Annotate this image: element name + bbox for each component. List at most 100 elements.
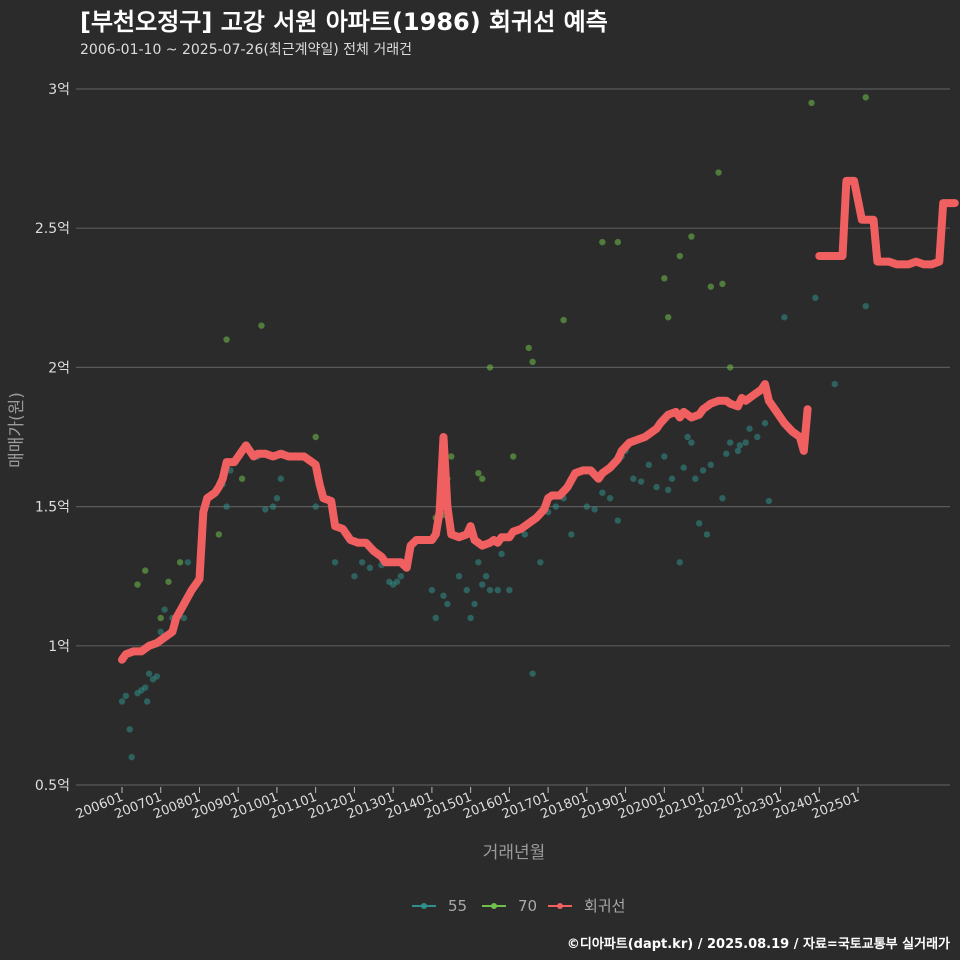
series-55-point <box>591 506 598 513</box>
series-70-point <box>312 433 319 441</box>
grid-lines <box>76 88 950 786</box>
legend-label: 회귀선 <box>584 897 625 915</box>
legend-swatch-dot <box>421 903 427 909</box>
series-55-point <box>128 753 135 761</box>
series-55-point <box>742 439 749 446</box>
series-55-point <box>432 614 439 622</box>
y-axis-label: 매매가(원) <box>7 392 27 468</box>
series-55-point <box>676 559 684 566</box>
series-55-point <box>862 302 869 310</box>
x-axis-ticks: 2006012007012008012009012010012011012012… <box>74 787 861 822</box>
y-axis-ticks: 0.5억 1억 1.5억 2억 2.5억 3억 <box>35 82 70 794</box>
series-70-point <box>664 314 672 321</box>
series-55-point <box>351 573 358 580</box>
series-55-point <box>506 586 513 594</box>
series-70-point <box>707 283 714 290</box>
series-55-point <box>184 559 192 566</box>
series-55-point <box>428 586 436 594</box>
series-55-point <box>331 559 339 566</box>
series-55-point <box>761 419 769 427</box>
series-70-point <box>525 344 532 352</box>
series-55-point <box>482 573 490 580</box>
series-55-point <box>157 628 164 636</box>
series-55-point <box>645 461 653 469</box>
y-tick-label: 2.5억 <box>35 221 70 237</box>
series-70-point <box>529 358 536 366</box>
series-55-point <box>529 670 536 677</box>
series-70-point <box>165 578 172 585</box>
series-55-point <box>262 506 269 513</box>
series-55-point <box>153 673 161 680</box>
series-55-point <box>680 464 687 471</box>
series-55-point <box>723 450 730 457</box>
series-55-point <box>765 497 773 505</box>
chart-title: [부천오정구] 고강 서원 아파트(1986) 회귀선 예측 <box>80 8 608 36</box>
series-70-point <box>661 275 668 282</box>
series-55-point <box>606 495 614 502</box>
series-55-point <box>661 453 668 460</box>
regression-line-segment-2 <box>815 176 959 269</box>
series-55-point <box>273 495 281 502</box>
series-55-point <box>653 483 660 491</box>
series-55-point <box>719 495 726 502</box>
series-55-point <box>142 684 149 691</box>
series-70-point <box>688 233 695 240</box>
series-70-point <box>215 531 223 538</box>
series-70-point <box>176 559 184 566</box>
regression-line-segment-1 <box>118 380 812 664</box>
series-70-point <box>510 453 517 460</box>
series-70-point <box>479 475 486 482</box>
series-55-point <box>479 581 486 588</box>
y-tick-label: 0.5억 <box>35 778 70 794</box>
series-55-point <box>366 564 374 572</box>
series-55-point <box>397 573 405 580</box>
series-55-point <box>668 475 676 482</box>
series-55-point <box>223 503 230 510</box>
series-55-point <box>475 559 482 566</box>
series-70-points <box>134 94 869 622</box>
series-70-point <box>448 453 455 460</box>
series-55-point <box>599 489 606 496</box>
series-55-point <box>358 559 366 566</box>
y-tick-label: 3억 <box>48 82 70 98</box>
legend-swatch-dot <box>491 903 497 909</box>
series-55-point <box>277 475 285 482</box>
series-70-point <box>599 238 606 246</box>
series-55-point <box>471 600 478 608</box>
series-55-point <box>118 698 126 705</box>
series-70-point <box>134 581 141 588</box>
series-70-point <box>614 238 622 246</box>
series-70-point <box>808 99 815 107</box>
series-55-point <box>521 531 529 538</box>
series-55-point <box>143 698 151 705</box>
series-70-point <box>238 475 246 482</box>
series-70-point <box>142 567 149 574</box>
x-axis-label: 거래년월 <box>483 843 546 863</box>
series-70-point <box>676 252 684 260</box>
series-55-point <box>568 531 575 538</box>
series-55-point <box>746 425 753 432</box>
series-70-point <box>719 280 726 288</box>
series-70-point <box>475 469 482 477</box>
y-tick-label: 1.5억 <box>35 500 70 516</box>
series-55-point <box>494 586 501 594</box>
series-55-point <box>754 433 761 441</box>
series-55-point <box>630 475 637 482</box>
legend-label: 55 <box>448 897 467 915</box>
series-70-point <box>560 316 567 324</box>
series-70-point <box>486 364 494 371</box>
series-55-point <box>703 531 711 538</box>
series-55-point <box>831 380 838 388</box>
y-tick-label: 2억 <box>48 360 70 376</box>
series-55-point <box>126 726 133 733</box>
series-55-point <box>583 503 591 510</box>
series-55-point <box>614 517 622 524</box>
chart-subtitle: 2006-01-10 ~ 2025-07-26(최근계약일) 전체 거래건 <box>80 42 412 58</box>
series-55-point <box>734 447 742 455</box>
series-55-point <box>269 503 277 510</box>
series-70-point <box>258 322 265 329</box>
series-55-point <box>692 475 699 482</box>
series-55-point <box>498 550 505 558</box>
series-55-point <box>444 600 451 608</box>
series-70-point <box>715 169 722 176</box>
